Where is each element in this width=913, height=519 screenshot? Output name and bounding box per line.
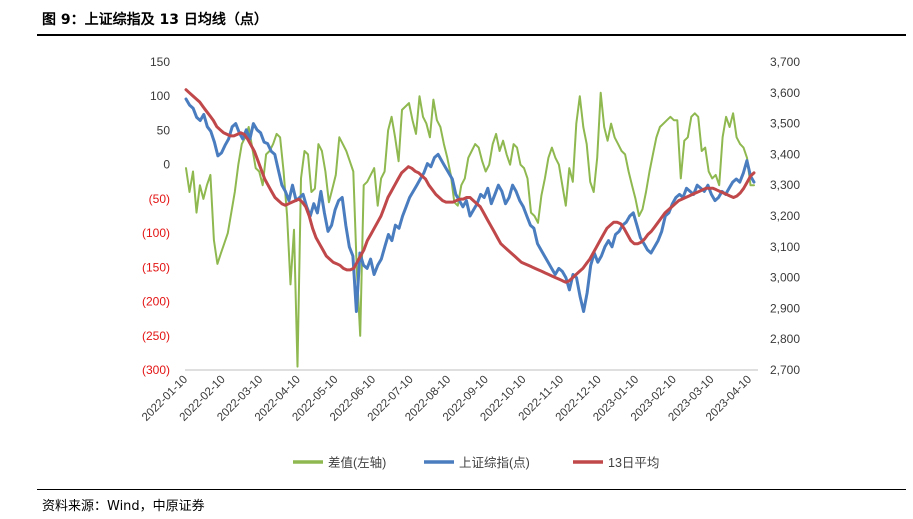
right-tick-label: 3,600 [770,86,800,100]
right-tick-label: 3,200 [770,209,800,223]
right-axis-ticks: 3,700 3,600 3,500 3,400 3,300 3,200 3,100 3,000… [770,55,800,377]
left-tick-label: 50 [157,123,171,137]
right-tick-label: 3,300 [770,178,800,192]
left-tick-label: 100 [150,89,170,103]
figure-title: 图 9：上证综指及 13 日均线（点） [42,12,268,28]
source-rule [37,489,906,490]
x-axis-ticks: 2022-01-102022-02-102022-03-102022-04-10… [140,374,754,424]
right-tick-label: 2,700 [770,363,800,377]
right-tick-label: 2,800 [770,332,800,346]
legend: 差值(左轴) 上证综指(点) 13日平均 [293,455,659,470]
title-rule [37,34,906,36]
left-axis-ticks: 150 100 50 0 (50) (100) (150) (200) (250) (300) [142,55,170,377]
source-note: 资料来源：Wind，中原证券 [42,499,205,514]
left-tick-label: (300) [142,363,170,377]
index-series-line [184,97,756,313]
left-tick-label: (100) [142,226,170,240]
left-tick-label: (150) [142,260,170,274]
left-tick-label: (200) [142,295,170,309]
right-tick-label: 3,700 [770,55,800,69]
legend-item-ma13-label: 13日平均 [608,456,659,470]
legend-item-index-label: 上证综指(点) [459,455,530,470]
left-tick-label: (250) [142,329,170,343]
right-tick-label: 3,000 [770,271,800,285]
left-tick-label: (50) [149,192,170,206]
left-tick-label: 0 [163,158,170,172]
right-tick-label: 3,500 [770,117,800,131]
left-tick-label: 150 [150,55,170,69]
ma13-series-line [184,88,756,284]
series-lines [184,88,756,368]
right-tick-label: 3,400 [770,147,800,161]
right-tick-label: 2,900 [770,301,800,315]
diff-series-line [185,91,755,368]
right-tick-label: 3,100 [770,240,800,254]
legend-item-diff-label: 差值(左轴) [328,455,386,470]
